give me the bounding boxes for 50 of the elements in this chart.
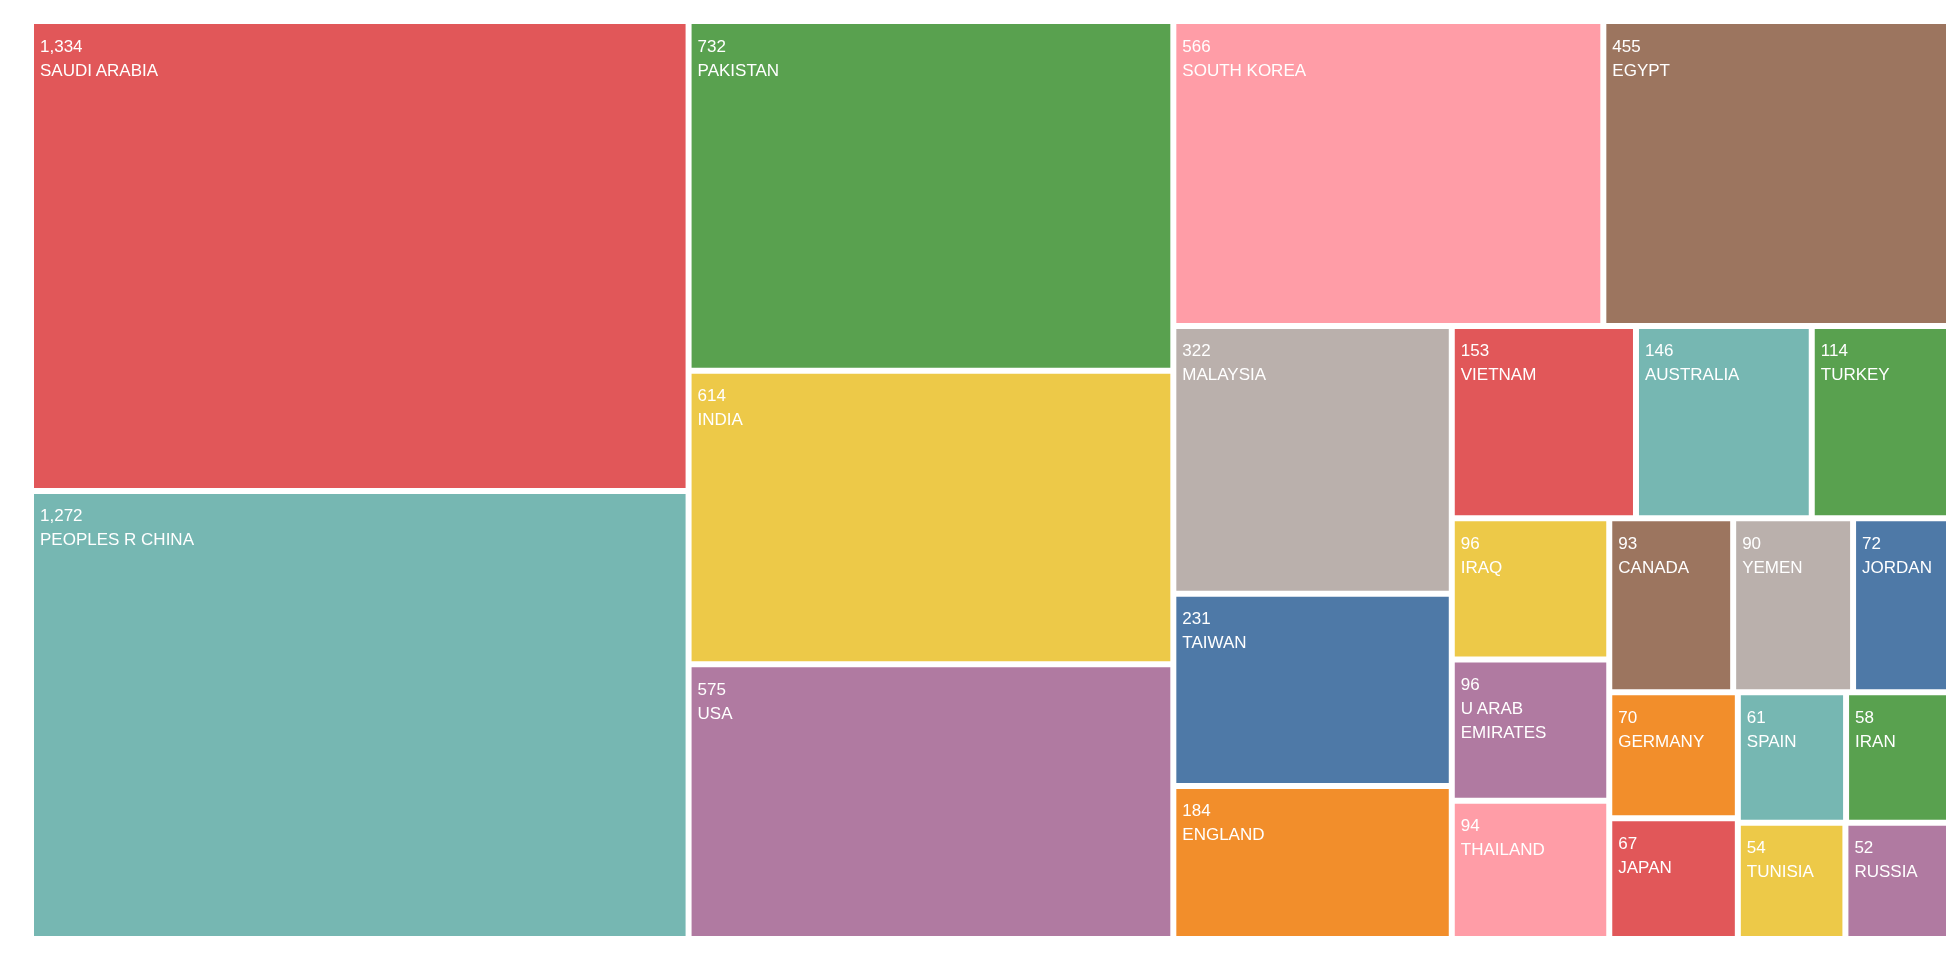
data-label: 322 bbox=[1182, 341, 1211, 361]
data-label: 184 bbox=[1182, 801, 1211, 821]
category-label: THAILAND bbox=[1460, 840, 1545, 860]
category-label: MALAYSIA bbox=[1182, 365, 1267, 385]
data-label: 52 bbox=[1854, 838, 1874, 858]
category-label: PEOPLES R CHINA bbox=[40, 530, 195, 550]
category-label: GERMANY bbox=[1618, 731, 1705, 751]
data-label: 67 bbox=[1618, 833, 1638, 853]
data-label: 96 bbox=[1460, 533, 1480, 553]
category-label: TURKEY bbox=[1820, 365, 1890, 385]
category-label: JAPAN bbox=[1618, 857, 1672, 877]
category-label: AUSTRALIA bbox=[1644, 365, 1741, 385]
data-label: 58 bbox=[1855, 707, 1874, 727]
category-label: INDIA bbox=[697, 410, 744, 430]
data-label: 54 bbox=[1746, 838, 1766, 858]
data-label: 93 bbox=[1618, 533, 1638, 553]
category-label: RUSSIA bbox=[1854, 862, 1919, 882]
data-label: 231 bbox=[1182, 609, 1211, 629]
category-label: ENGLAND bbox=[1182, 825, 1265, 845]
data-label: 72 bbox=[1862, 533, 1881, 553]
category-label: YEMEN bbox=[1742, 557, 1803, 577]
category-label: SAUDI ARABIA bbox=[40, 60, 159, 80]
category-label: IRAQ bbox=[1460, 557, 1503, 577]
category-label: VIETNAM bbox=[1460, 365, 1537, 385]
category-label: PAKISTAN bbox=[697, 60, 780, 80]
data-label: 146 bbox=[1644, 341, 1674, 361]
data-label: 575 bbox=[697, 679, 726, 699]
data-label: 1,334 bbox=[40, 36, 83, 56]
category-label: U ARAB EMIRATES bbox=[1460, 699, 1547, 743]
category-label: TUNISIA bbox=[1746, 862, 1815, 882]
category-label: SOUTH KOREA bbox=[1182, 60, 1307, 80]
category-label: TAIWAN bbox=[1182, 633, 1247, 653]
data-label: 70 bbox=[1618, 707, 1638, 727]
data-label: 96 bbox=[1460, 675, 1480, 695]
data-label: 614 bbox=[697, 386, 726, 406]
data-label: 114 bbox=[1820, 341, 1848, 361]
data-label: 61 bbox=[1746, 707, 1766, 727]
data-label: 732 bbox=[697, 36, 726, 56]
data-label: 455 bbox=[1612, 36, 1641, 56]
data-label: 94 bbox=[1460, 816, 1480, 836]
category-label: SPAIN bbox=[1746, 731, 1797, 751]
category-label: CANADA bbox=[1618, 557, 1690, 577]
category-label: EGYPT bbox=[1612, 60, 1670, 80]
category-label: JORDAN bbox=[1862, 557, 1932, 577]
data-label: 153 bbox=[1460, 341, 1490, 361]
category-label: IRAN bbox=[1855, 731, 1896, 751]
data-label: 90 bbox=[1742, 533, 1762, 553]
category-label: USA bbox=[697, 703, 734, 723]
data-label: 566 bbox=[1182, 36, 1211, 56]
data-label: 1,272 bbox=[40, 506, 83, 526]
